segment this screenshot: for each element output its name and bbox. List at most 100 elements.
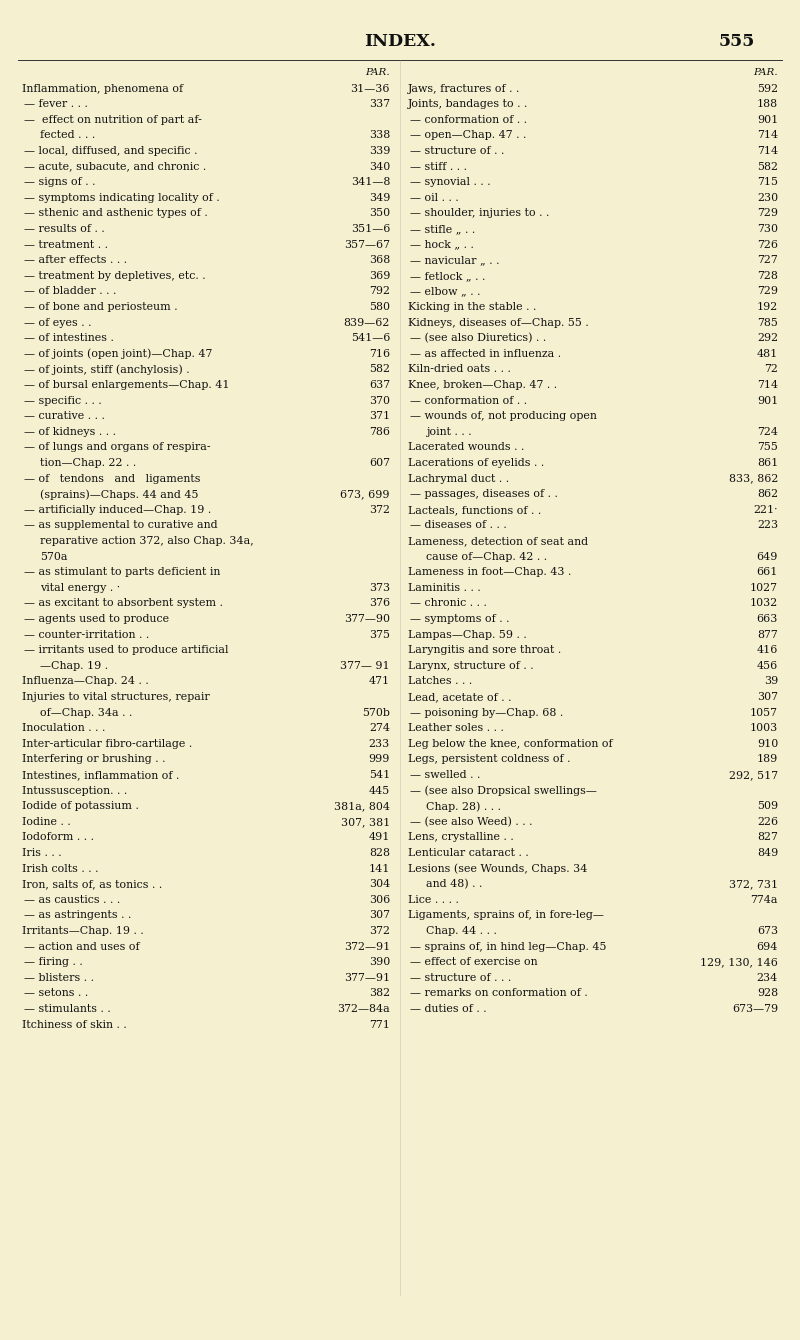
Text: 382: 382: [369, 989, 390, 998]
Text: Injuries to vital structures, repair: Injuries to vital structures, repair: [22, 691, 210, 702]
Text: 774а: 774а: [750, 895, 778, 904]
Text: 724: 724: [757, 427, 778, 437]
Text: 351—6: 351—6: [350, 224, 390, 234]
Text: 369: 369: [369, 271, 390, 281]
Text: 230: 230: [757, 193, 778, 202]
Text: 827: 827: [757, 832, 778, 843]
Text: Kiln-dried oats . . .: Kiln-dried oats . . .: [408, 364, 511, 374]
Text: 755: 755: [757, 442, 778, 453]
Text: — sprains of, in hind leg—Chap. 45: — sprains of, in hind leg—Chap. 45: [410, 942, 606, 951]
Text: (sprains)—Chaps. 44 and 45: (sprains)—Chaps. 44 and 45: [40, 489, 198, 500]
Text: tion—Chap. 22 . .: tion—Chap. 22 . .: [40, 458, 136, 468]
Text: 1003: 1003: [750, 724, 778, 733]
Text: — as caustics . . .: — as caustics . . .: [24, 895, 120, 904]
Text: 928: 928: [757, 989, 778, 998]
Text: 368: 368: [369, 255, 390, 265]
Text: — open—Chap. 47 . .: — open—Chap. 47 . .: [410, 130, 526, 141]
Text: — stimulants . .: — stimulants . .: [24, 1004, 110, 1014]
Text: — (see also Diuretics) . .: — (see also Diuretics) . .: [410, 334, 546, 343]
Text: Iodoform . . .: Iodoform . . .: [22, 832, 94, 843]
Text: reparative action 372, also Chap. 34а,: reparative action 372, also Chap. 34а,: [40, 536, 254, 545]
Text: — synovial . . .: — synovial . . .: [410, 177, 490, 188]
Text: Chap. 44 . . .: Chap. 44 . . .: [426, 926, 497, 937]
Text: 582: 582: [757, 162, 778, 172]
Text: 570а: 570а: [40, 552, 67, 561]
Text: Lameness in foot—Chap. 43 .: Lameness in foot—Chap. 43 .: [408, 567, 571, 578]
Text: — after effects . . .: — after effects . . .: [24, 255, 127, 265]
Text: — local, diffused, and specific .: — local, diffused, and specific .: [24, 146, 198, 155]
Text: — setons . .: — setons . .: [24, 989, 88, 998]
Text: — irritants used to produce artificial: — irritants used to produce artificial: [24, 645, 229, 655]
Text: — hock „ . .: — hock „ . .: [410, 240, 474, 249]
Text: 582: 582: [369, 364, 390, 374]
Text: Irritants—Chap. 19 . .: Irritants—Chap. 19 . .: [22, 926, 144, 937]
Text: — of lungs and organs of respira-: — of lungs and organs of respira-: [24, 442, 210, 453]
Text: — as stimulant to parts deficient in: — as stimulant to parts deficient in: [24, 567, 220, 578]
Text: — signs of . .: — signs of . .: [24, 177, 95, 188]
Text: — results of . .: — results of . .: [24, 224, 105, 234]
Text: Lesions (see Wounds, Chaps. 34: Lesions (see Wounds, Chaps. 34: [408, 863, 587, 874]
Text: — poisoning by—Chap. 68 .: — poisoning by—Chap. 68 .: [410, 708, 563, 718]
Text: 771: 771: [369, 1020, 390, 1029]
Text: Leather soles . . .: Leather soles . . .: [408, 724, 504, 733]
Text: — as excitant to absorbent system .: — as excitant to absorbent system .: [24, 599, 223, 608]
Text: 339: 339: [369, 146, 390, 155]
Text: 999: 999: [369, 754, 390, 764]
Text: Joints, bandages to . .: Joints, bandages to . .: [408, 99, 528, 109]
Text: fected . . .: fected . . .: [40, 130, 95, 141]
Text: — as astringents . .: — as astringents . .: [24, 910, 131, 921]
Text: 372: 372: [369, 505, 390, 515]
Text: 828: 828: [369, 848, 390, 858]
Text: Legs, persistent coldness of .: Legs, persistent coldness of .: [408, 754, 570, 764]
Text: — treatment by depletives, etc. .: — treatment by depletives, etc. .: [24, 271, 206, 281]
Text: — of intestines .: — of intestines .: [24, 334, 114, 343]
Text: 901: 901: [757, 395, 778, 406]
Text: 714: 714: [757, 130, 778, 141]
Text: 715: 715: [757, 177, 778, 188]
Text: Kidneys, diseases of—Chap. 55 .: Kidneys, diseases of—Chap. 55 .: [408, 318, 589, 327]
Text: 307: 307: [757, 691, 778, 702]
Text: 786: 786: [369, 427, 390, 437]
Text: PAR.: PAR.: [754, 68, 778, 76]
Text: 376: 376: [369, 599, 390, 608]
Text: 491: 491: [369, 832, 390, 843]
Text: 357—67: 357—67: [344, 240, 390, 249]
Text: Lice . . . .: Lice . . . .: [408, 895, 459, 904]
Text: Knee, broken—Chap. 47 . .: Knee, broken—Chap. 47 . .: [408, 381, 557, 390]
Text: 372—84а: 372—84а: [338, 1004, 390, 1014]
Text: Iron, salts of, as tonics . .: Iron, salts of, as tonics . .: [22, 879, 162, 890]
Text: — remarks on conformation of .: — remarks on conformation of .: [410, 989, 588, 998]
Text: 727: 727: [758, 255, 778, 265]
Text: 481: 481: [757, 348, 778, 359]
Text: Intussusception. . .: Intussusception. . .: [22, 785, 127, 796]
Text: 341—8: 341—8: [350, 177, 390, 188]
Text: Laminitis . . .: Laminitis . . .: [408, 583, 481, 592]
Text: 223: 223: [757, 520, 778, 531]
Text: 304: 304: [369, 879, 390, 890]
Text: Kicking in the stable . .: Kicking in the stable . .: [408, 302, 536, 312]
Text: Lameness, detection of seat and: Lameness, detection of seat and: [408, 536, 588, 545]
Text: — shoulder, injuries to . .: — shoulder, injuries to . .: [410, 209, 550, 218]
Text: 714: 714: [757, 381, 778, 390]
Text: PAR.: PAR.: [366, 68, 390, 76]
Text: 861: 861: [757, 458, 778, 468]
Text: 849: 849: [757, 848, 778, 858]
Text: 910: 910: [757, 738, 778, 749]
Text: 307: 307: [369, 910, 390, 921]
Text: — sthenic and asthenic types of .: — sthenic and asthenic types of .: [24, 209, 208, 218]
Text: 471: 471: [369, 677, 390, 686]
Text: 730: 730: [757, 224, 778, 234]
Text: — chronic . . .: — chronic . . .: [410, 599, 487, 608]
Text: 307, 381: 307, 381: [341, 817, 390, 827]
Text: 337: 337: [369, 99, 390, 109]
Text: 673: 673: [757, 926, 778, 937]
Text: Lampas—Chap. 59 . .: Lampas—Chap. 59 . .: [408, 630, 526, 639]
Text: 372: 372: [369, 926, 390, 937]
Text: 372, 731: 372, 731: [729, 879, 778, 890]
Text: — acute, subacute, and chronic .: — acute, subacute, and chronic .: [24, 162, 206, 172]
Text: Itchiness of skin . .: Itchiness of skin . .: [22, 1020, 126, 1029]
Text: — of   tendons   and   ligaments: — of tendons and ligaments: [24, 473, 201, 484]
Text: vital energy . ·: vital energy . ·: [40, 583, 120, 592]
Text: 592: 592: [757, 83, 778, 94]
Text: — (see also Dropsical swellings—: — (see also Dropsical swellings—: [410, 785, 597, 796]
